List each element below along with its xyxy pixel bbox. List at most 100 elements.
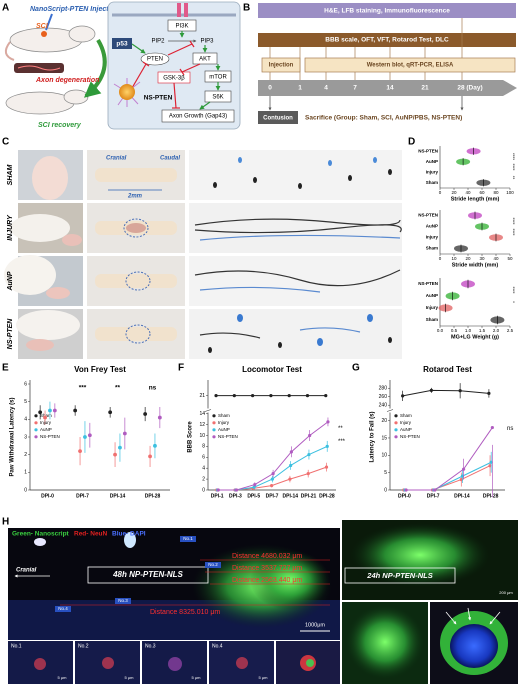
pathway-node: GSK-3β <box>163 76 185 82</box>
x-tick-label: 30 <box>479 256 485 261</box>
legend-label: NS-PTEN <box>40 434 60 439</box>
data-point <box>269 394 273 398</box>
data-point <box>289 463 293 468</box>
scale-label: 2mm <box>127 194 143 200</box>
y-tick-label: 0 <box>384 487 387 493</box>
data-point <box>458 389 462 393</box>
data-point <box>143 412 148 416</box>
scale-label: 5 μm <box>58 675 68 680</box>
recovery-label: SCI recovery <box>38 122 82 129</box>
day-label: 1 <box>298 85 302 92</box>
y-tick-label: 4 <box>202 466 205 472</box>
timeline-diagram <box>258 3 517 124</box>
y-axis-label: Paw Withdrawal Latency (s) <box>10 398 16 477</box>
significance: ** <box>512 176 517 180</box>
stain-legend: Red- NeuN <box>74 531 108 538</box>
legend-marker <box>212 421 216 425</box>
x-tick-label: 20 <box>451 190 457 195</box>
x-tick-label: 0.0 <box>437 328 444 333</box>
data-point <box>118 445 122 450</box>
day-label: 7 <box>353 85 357 92</box>
category-label: AuNP <box>426 159 438 164</box>
chart-title: Von Frey Test <box>74 365 126 374</box>
x-axis-label: Stride length (mm) <box>451 196 500 202</box>
pathway-node: p53 <box>116 41 128 48</box>
data-point <box>157 415 162 420</box>
legend-marker <box>394 435 398 439</box>
data-point <box>306 472 310 476</box>
sacrifice-label: Sacrifice (Group: Sham, SCI, AuNP/PBS, N… <box>305 115 462 122</box>
data-point <box>270 477 274 481</box>
x-tick-label: DPI-7 <box>266 493 279 499</box>
data-point <box>148 454 152 459</box>
y-axis-label: BBB Score <box>188 421 194 453</box>
y-tick-label: 3 <box>24 434 27 440</box>
significance: ns <box>149 385 157 392</box>
x-tick-label: DPI-21 <box>301 493 317 499</box>
category-label: AuNP <box>426 293 438 298</box>
significance: *** <box>79 385 87 392</box>
image-label: 48h NP-PTEN-NLS <box>112 570 183 579</box>
phase-label: Western blot, qRT-PCR, ELISA <box>367 63 454 69</box>
category-label: NS-PTEN <box>418 281 438 286</box>
field-label: No.4 <box>58 606 68 611</box>
legend-label: NS-PTEN <box>218 434 238 439</box>
data-point <box>288 477 292 481</box>
y-tick-label: 0 <box>24 487 27 493</box>
x-tick-label: DPI-1 <box>211 493 224 499</box>
scale-label: 200 μm <box>499 590 513 595</box>
x-tick-label: DPI-5 <box>247 493 260 499</box>
x-tick-label: 60 <box>479 190 485 195</box>
row-label: AuNP <box>7 271 14 291</box>
panel-letter: G <box>352 363 360 374</box>
data-point <box>38 410 43 415</box>
legend-label: Injury <box>400 420 412 425</box>
y-tick-label: 2 <box>202 476 205 482</box>
chart-title: Rotarod Test <box>423 365 472 374</box>
x-tick-label: DPI-14 <box>110 493 126 499</box>
category-label: AuNP <box>426 224 438 229</box>
data-point <box>52 408 57 413</box>
y-tick-label: 240 <box>379 403 388 409</box>
y-tick-label: 260 <box>379 394 388 400</box>
day-label: 4 <box>324 85 328 92</box>
data-point <box>48 408 52 413</box>
row-label: SHAM <box>7 165 14 186</box>
day-label: 28 (Day) <box>457 85 482 92</box>
pathway-node: S6K <box>212 95 223 101</box>
x-tick-label: 40 <box>465 190 471 195</box>
pathway-diagram <box>107 1 241 130</box>
microscopy-images <box>8 520 518 684</box>
data-point <box>270 484 274 488</box>
field-label: No.1 <box>183 536 193 541</box>
legend-label: AuNP <box>40 427 52 432</box>
cranial-label: Cranial <box>106 156 127 162</box>
data-point <box>307 452 311 457</box>
data-point <box>214 394 218 398</box>
category-label: Injury <box>426 169 439 174</box>
legend-marker <box>212 428 216 432</box>
row-label: INJURY <box>7 214 14 241</box>
data-point <box>289 450 293 454</box>
data-point <box>108 410 113 415</box>
x-tick-label: 1.0 <box>465 328 472 333</box>
significance: **** <box>512 217 517 224</box>
field-label: No.3 <box>118 598 128 603</box>
data-point <box>83 435 87 439</box>
data-point <box>153 443 157 448</box>
x-tick-label: 2.0 <box>493 328 500 333</box>
data-point <box>490 425 494 430</box>
significance: ** <box>338 426 343 432</box>
data-point <box>324 394 328 398</box>
x-tick-label: DPI-0 <box>41 493 54 499</box>
data-point <box>429 388 433 392</box>
field-label: No.2 <box>78 643 89 649</box>
series-line <box>402 389 489 397</box>
category-label: Sham <box>426 246 438 251</box>
data-point <box>43 415 47 420</box>
pathway-node: PIP3 <box>200 39 214 45</box>
legend-label: AuNP <box>400 427 412 432</box>
legend-marker <box>212 435 216 439</box>
data-point <box>252 485 256 489</box>
